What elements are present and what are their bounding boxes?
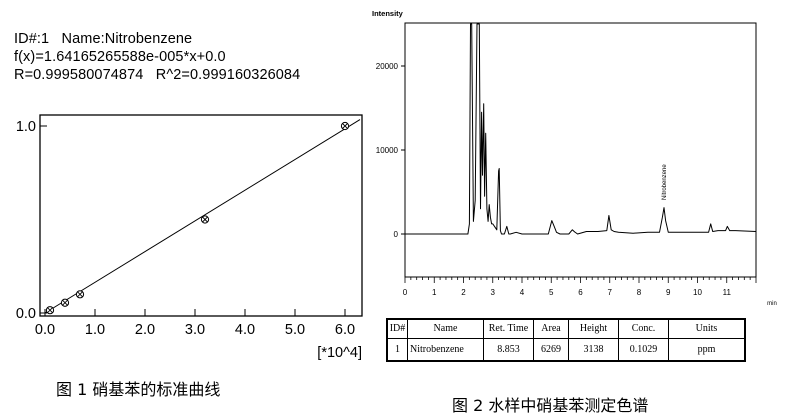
data-point-cross: [202, 216, 208, 223]
x-tick-label: 0: [403, 288, 408, 297]
x-tick-label: 6: [578, 288, 583, 297]
results-table: ID# Name Ret. Time Area Height Conc. Uni…: [386, 318, 746, 362]
x-tick-label: 5.0: [285, 322, 305, 338]
y-tick-label: 1.0: [16, 119, 36, 135]
x-tick-label: 8: [637, 288, 642, 297]
cell-area: 6269: [533, 338, 569, 361]
x-tick-label: 2.0: [135, 322, 155, 338]
chromatogram-trace: [405, 23, 757, 235]
data-point-cross: [77, 291, 83, 298]
column-header-height: Height: [568, 319, 619, 339]
figure1-caption: 图 1 硝基苯的标准曲线: [56, 380, 221, 399]
chromatogram-plot-frame: [404, 22, 757, 278]
x-tick-label: 1.0: [85, 322, 105, 338]
data-point-cross: [47, 307, 53, 314]
data-point-cross: [62, 299, 68, 306]
y-tick-label: 0: [394, 230, 399, 239]
column-header-id: ID#: [387, 319, 408, 339]
data-point: [60, 298, 70, 307]
cell-id: 1: [387, 338, 408, 361]
x-tick-label: 5: [549, 288, 554, 297]
data-point: [45, 306, 55, 315]
x-axis-title: min: [767, 301, 777, 307]
x-tick-label: 7: [608, 288, 613, 297]
cell-units: ppm: [668, 338, 745, 361]
data-point: [340, 121, 350, 131]
fit-header-id-name: ID#:1 Name:Nitrobenzene: [14, 31, 193, 47]
fit-header-equation: f(x)=1.64165265588e-005*x+0.0: [14, 49, 226, 65]
fit-header-correlation: R=0.999580074874 R^2=0.999160326084: [14, 67, 301, 83]
data-point-cross: [342, 123, 348, 129]
x-tick-label: 4.0: [235, 322, 255, 338]
data-point: [75, 290, 85, 299]
cell-conc: 0.1029: [618, 338, 669, 361]
x-tick-label: 11: [723, 288, 732, 297]
peak-annotation-label: Nitrobenzene: [662, 164, 668, 200]
column-header-conc: Conc.: [618, 319, 669, 339]
x-tick-label: 1: [432, 288, 437, 297]
y-tick-label: 20000: [376, 62, 399, 71]
column-header-units: Units: [668, 319, 745, 339]
x-tick-label: 3.0: [185, 322, 205, 338]
y-tick-label: 0.0: [16, 306, 36, 322]
x-tick-label: 6.0: [335, 322, 355, 338]
y-tick-label: 10000: [376, 146, 399, 155]
table-row: 1 Nitrobenzene 8.853 6269 3138 0.1029 pp…: [387, 338, 745, 361]
x-tick-label: 10: [693, 288, 702, 297]
x-tick-label: 3: [491, 288, 496, 297]
data-point: [200, 215, 210, 224]
x-tick-label: 2: [461, 288, 466, 297]
cell-height: 3138: [568, 338, 619, 361]
column-header-area: Area: [533, 319, 569, 339]
x-unit-label: [*10^4]: [317, 345, 362, 361]
x-tick-label: 9: [666, 288, 671, 297]
y-axis-title: Intensity: [372, 9, 404, 18]
figure2-caption: 图 2 水样中硝基苯测定色谱: [452, 396, 649, 415]
results-table-header-row: ID# Name Ret. Time Area Height Conc. Uni…: [387, 319, 745, 339]
x-tick-label: 4: [520, 288, 525, 297]
calibration-plot-frame: [39, 114, 363, 317]
cell-ret-time: 8.853: [483, 338, 534, 361]
x-tick-label: 0.0: [35, 322, 55, 338]
cell-name: Nitrobenzene: [407, 338, 484, 361]
column-header-ret-time: Ret. Time: [483, 319, 534, 339]
column-header-name: Name: [407, 319, 484, 339]
